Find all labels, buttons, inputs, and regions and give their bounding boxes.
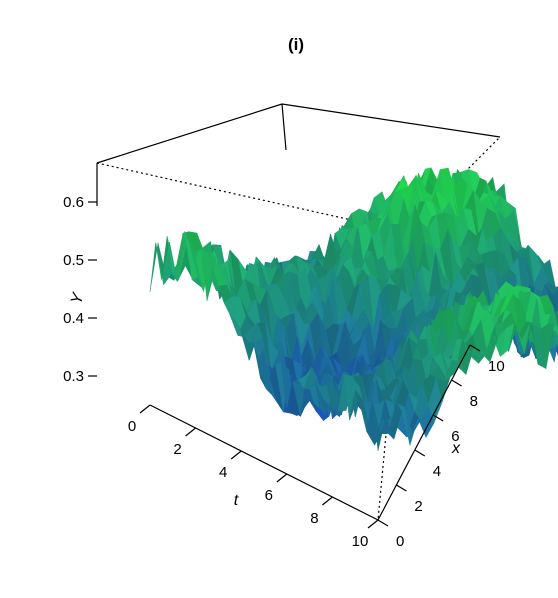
tick-mark [276, 473, 288, 483]
box-front-edges [96, 103, 501, 521]
x-tick-label: 4 [433, 463, 441, 480]
tick-mark [432, 414, 444, 422]
t-axis-label: t [234, 492, 239, 509]
t-tick-label: 2 [173, 441, 181, 458]
tick-mark [469, 344, 481, 352]
x-tick-label: 2 [414, 498, 422, 515]
box-back-edges [96, 136, 501, 521]
box-edge [281, 103, 287, 151]
y-tick-label: 0.3 [63, 368, 84, 385]
box-edge [281, 103, 501, 138]
tick-mark [451, 379, 462, 387]
x-tick-label: 0 [396, 533, 404, 550]
tick-mark [185, 427, 196, 437]
y-axis-label: Y [68, 290, 88, 306]
t-tick-label: 8 [310, 510, 318, 527]
t-tick-label: 0 [128, 418, 136, 435]
axis-ticks: 0.3 0.4 0.5 0.6 0 2 4 6 8 10 0 2 4 6 8 10 [63, 194, 505, 550]
tick-mark [230, 450, 242, 460]
tick-mark [139, 404, 151, 414]
tick-mark [396, 484, 407, 492]
y-tick-label: 0.4 [63, 310, 84, 327]
t-tick-label: 6 [265, 487, 273, 504]
box-edge [149, 404, 379, 521]
y-tick-label: 0.6 [63, 194, 84, 211]
tick-mark [367, 519, 379, 529]
box-edge [96, 103, 283, 164]
tick-mark [377, 519, 389, 527]
x-tick-label: 10 [488, 358, 505, 375]
box-edge [404, 136, 501, 233]
t-tick-label: 4 [219, 464, 227, 481]
tick-mark [414, 449, 426, 457]
t-tick-label: 10 [352, 533, 369, 550]
box-edge [377, 344, 471, 521]
x-tick-label: 6 [451, 428, 459, 445]
surface-mesh [149, 167, 558, 451]
y-tick-label: 0.5 [63, 252, 84, 269]
chart-title: (i) [288, 35, 304, 54]
box-edge [377, 231, 406, 521]
tick-mark [322, 496, 333, 506]
x-axis-label: x [451, 440, 461, 457]
surface-cell [372, 400, 387, 451]
x-tick-label: 8 [470, 393, 478, 410]
